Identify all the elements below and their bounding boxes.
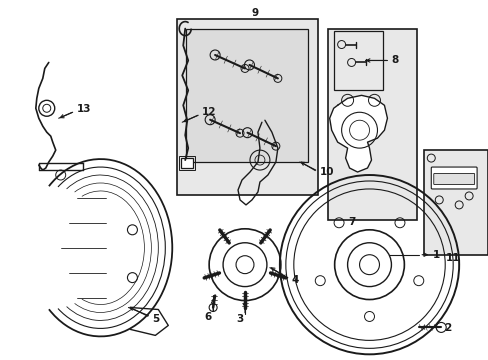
Text: 3: 3: [236, 314, 243, 324]
Bar: [333, 31, 383, 90]
Text: 12: 12: [202, 107, 216, 117]
Text: 9: 9: [251, 8, 258, 18]
Bar: [186, 28, 307, 162]
Bar: [327, 28, 416, 220]
Text: 10: 10: [319, 167, 333, 177]
Text: 2: 2: [443, 323, 450, 333]
Text: 6: 6: [204, 312, 211, 323]
Text: 11: 11: [445, 253, 460, 263]
FancyBboxPatch shape: [433, 174, 474, 184]
Text: 5: 5: [152, 314, 159, 324]
FancyBboxPatch shape: [430, 167, 476, 189]
Bar: [181, 158, 193, 168]
Bar: [179, 156, 195, 170]
Text: 1: 1: [432, 250, 440, 260]
Text: 4: 4: [291, 275, 299, 285]
Text: 13: 13: [77, 104, 91, 114]
Polygon shape: [329, 95, 386, 172]
Bar: [424, 150, 487, 255]
Text: 7: 7: [347, 217, 355, 227]
Text: 8: 8: [390, 55, 398, 66]
Bar: [177, 19, 317, 195]
